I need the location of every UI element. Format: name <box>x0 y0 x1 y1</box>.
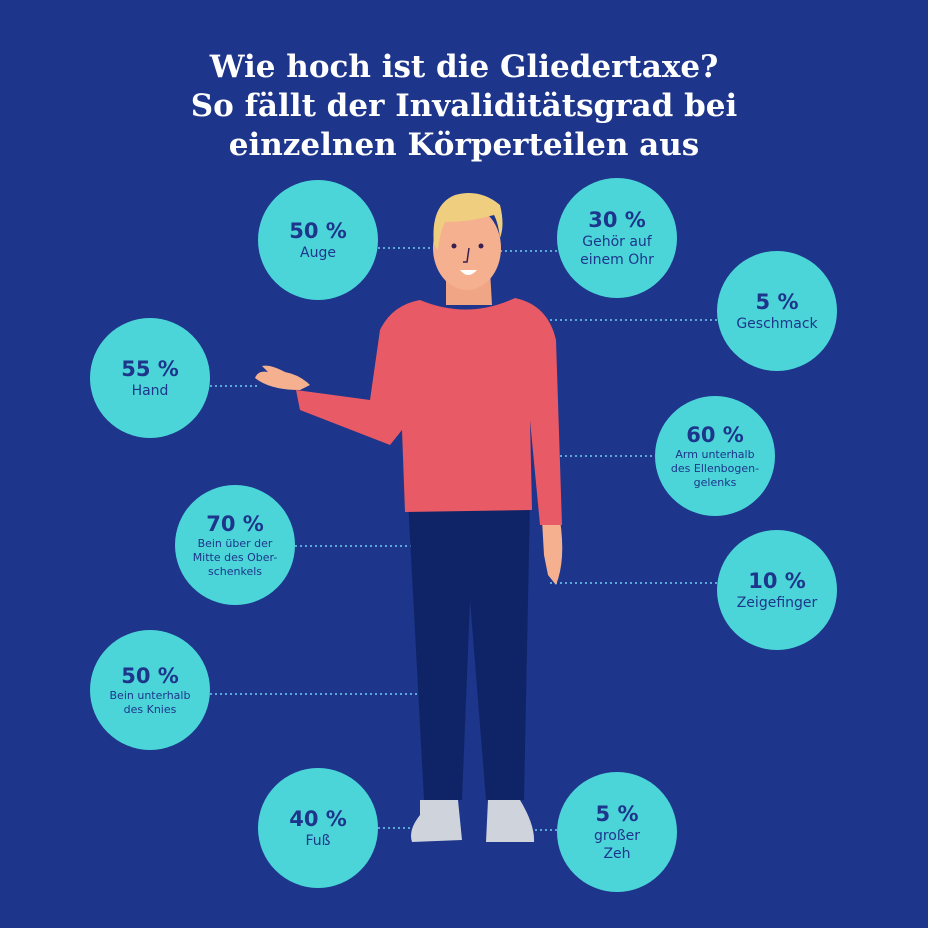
left-hand <box>255 365 310 390</box>
badge-gehoer: 30 % Gehör auf einem Ohr <box>557 178 677 298</box>
badge-label: Bein über der Mitte des Ober-schenkels <box>192 537 278 578</box>
left-shoe <box>411 800 462 842</box>
badge-bein-ober: 70 % Bein über der Mitte des Ober-schenk… <box>175 485 295 605</box>
badge-percent: 50 % <box>289 219 347 243</box>
badge-label: Geschmack <box>736 316 818 332</box>
face <box>433 206 501 290</box>
badge-hand: 55 % Hand <box>90 318 210 438</box>
pants <box>408 500 530 800</box>
badge-geschmack: 5 % Geschmack <box>717 251 837 371</box>
badge-label: Gehör auf einem Ohr <box>580 234 654 268</box>
badge-percent: 50 % <box>121 664 179 688</box>
badge-percent: 10 % <box>748 569 806 593</box>
badge-label: großer Zeh <box>593 828 641 862</box>
badge-label: Bein unterhalb des Knies <box>109 689 191 716</box>
right-eye <box>478 243 484 249</box>
badge-label: Fuß <box>305 833 331 849</box>
left-eye <box>451 243 457 249</box>
title-line-3: einzelnen Körperteilen aus <box>228 127 700 163</box>
badge-percent: 55 % <box>121 357 179 381</box>
badge-percent: 30 % <box>588 208 646 232</box>
right-hand <box>542 520 563 585</box>
right-shoe <box>486 800 535 842</box>
badge-percent: 5 % <box>595 802 639 826</box>
badge-label: Arm unterhalb des Ellenbogen-gelenks <box>670 448 760 489</box>
badge-zeh: 5 % großer Zeh <box>557 772 677 892</box>
infographic-title: Wie hoch ist die Gliedertaxe? So fällt d… <box>0 48 928 165</box>
badge-arm: 60 % Arm unterhalb des Ellenbogen-gelenk… <box>655 396 775 516</box>
hair <box>433 192 503 250</box>
badge-percent: 70 % <box>206 512 264 536</box>
badge-fuss: 40 % Fuß <box>258 768 378 888</box>
badge-label: Auge <box>300 245 336 261</box>
badge-label: Zeigefinger <box>736 595 818 611</box>
badge-auge: 50 % Auge <box>258 180 378 300</box>
badge-bein-knie: 50 % Bein unterhalb des Knies <box>90 630 210 750</box>
badge-percent: 40 % <box>289 807 347 831</box>
title-line-1: Wie hoch ist die Gliedertaxe? <box>209 49 719 85</box>
nose <box>463 247 470 263</box>
smile <box>460 270 477 275</box>
badge-percent: 5 % <box>755 290 799 314</box>
badge-percent: 60 % <box>686 423 744 447</box>
badge-zeigefinger: 10 % Zeigefinger <box>717 530 837 650</box>
shirt <box>296 298 562 525</box>
title-line-2: So fällt der Invaliditätsgrad bei <box>190 88 738 124</box>
badge-label: Hand <box>131 383 169 399</box>
